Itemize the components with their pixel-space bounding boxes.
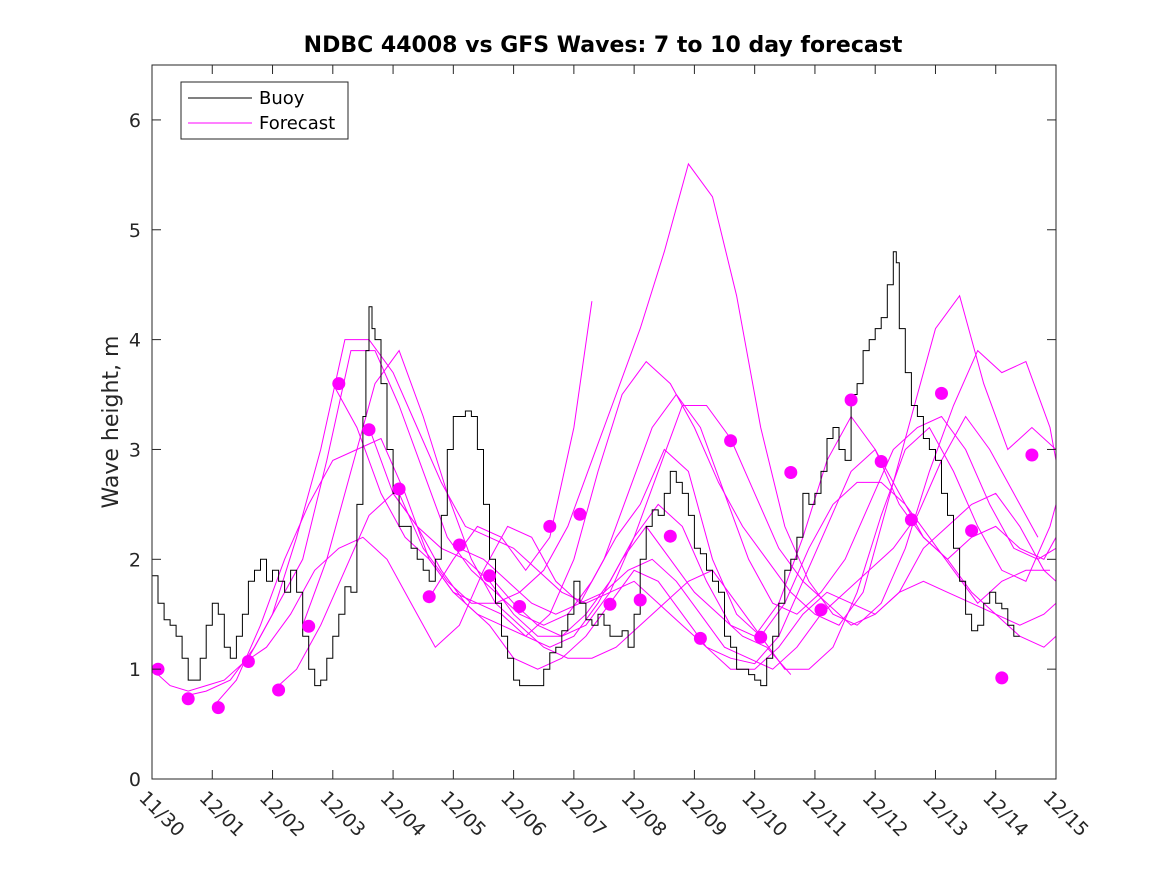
forecast-marker [362,423,376,437]
forecast-marker [302,619,316,633]
forecast-line-7 [332,294,1056,637]
forecast-marker [995,671,1009,685]
y-tick-label: 5 [129,220,141,242]
forecast-line-11 [459,393,1056,615]
buoy-line [152,251,1020,687]
forecast-marker [211,701,225,715]
forecast-marker [814,603,828,617]
legend-buoy-label: Buoy [259,88,305,109]
forecast-marker [272,683,286,697]
forecast-marker [483,569,496,583]
y-tick-label: 0 [129,769,141,791]
y-axis: 0 1 2 3 4 5 6 [129,110,1056,791]
forecast-marker [965,524,979,538]
y-tick-label: 3 [129,439,141,461]
forecast-marker [543,519,557,533]
forecast-marker [241,655,255,668]
forecast-marker [724,434,738,448]
y-tick-label: 2 [129,549,141,571]
forecast-line-9 [398,162,1056,626]
legend: Buoy Forecast [180,81,349,140]
forecast-marker [513,600,527,613]
y-axis-label: Wave height, m [99,336,124,509]
forecast-marker [603,597,617,611]
forecast-marker [754,630,768,644]
forecast-marker [573,507,587,521]
forecast-marker [633,593,647,607]
legend-forecast-label: Forecast [259,113,335,134]
plot-frame [151,64,1057,780]
legend-box [180,81,349,140]
forecast-marker [784,466,798,479]
buoy-series-group [152,251,1020,687]
forecast-markers-group [151,377,1039,715]
forecast-marker [904,513,918,527]
forecast-line-10 [428,301,593,599]
forecast-marker [663,529,677,543]
y-tick-label: 1 [129,659,141,681]
forecast-marker [844,393,858,407]
forecast-marker [693,631,707,645]
forecast-marker [392,482,406,496]
forecast-marker [874,455,888,468]
forecast-line-6 [302,349,1056,670]
forecast-marker [181,692,195,706]
chart-title: NDBC 44008 vs GFS Waves: 7 to 10 day for… [304,33,903,58]
forecast-marker [935,386,948,400]
forecast-marker [332,377,346,391]
y-tick-label: 6 [129,110,141,132]
forecast-line-2 [181,350,1050,698]
forecast-marker [1025,448,1039,462]
forecast-marker [452,538,466,552]
plot-area [152,65,1056,779]
y-tick-label: 4 [129,330,141,352]
forecast-marker [422,590,436,604]
